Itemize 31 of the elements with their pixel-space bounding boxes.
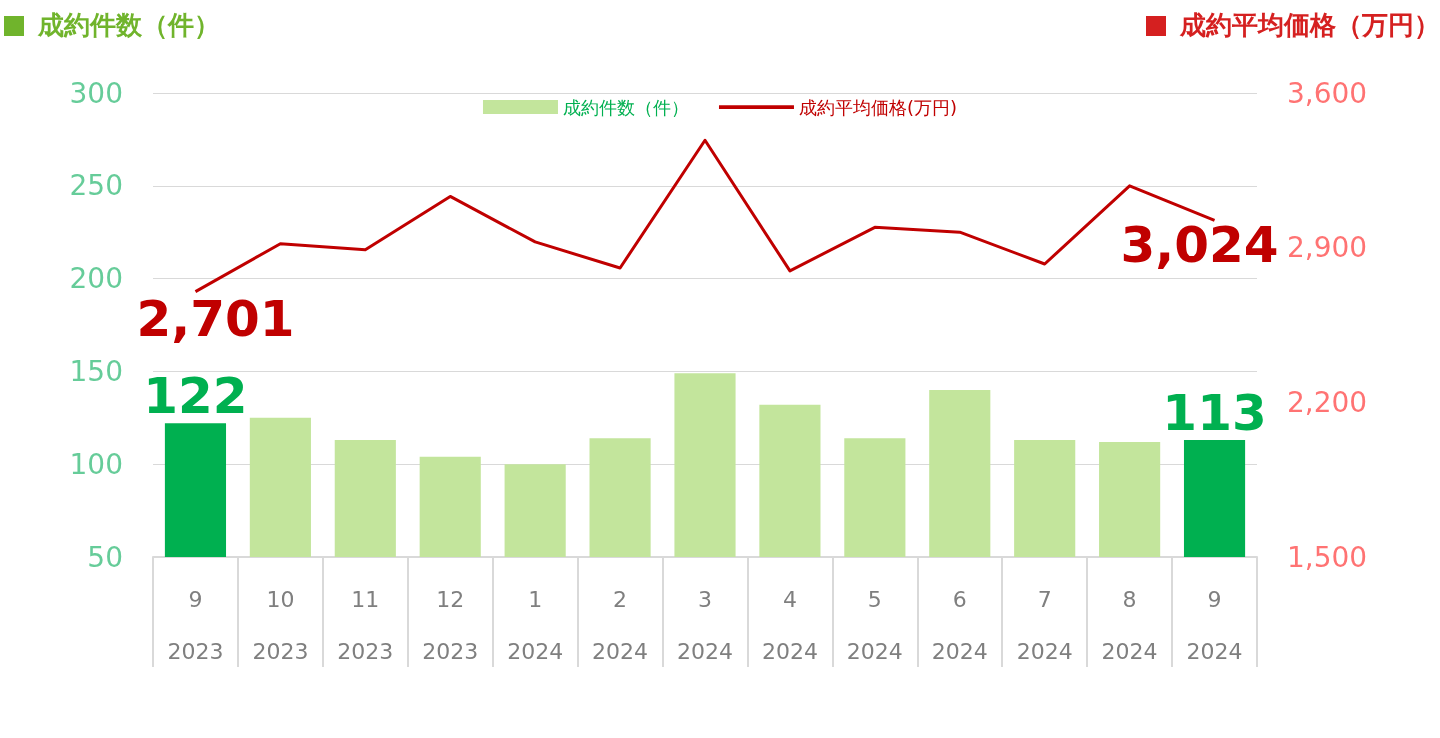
category-label: 2 2024 [592, 586, 649, 664]
data-label: 113 [1162, 384, 1267, 443]
category-label: 7 2024 [1016, 586, 1073, 664]
y2-tick-label: 1,500 [1287, 540, 1368, 574]
y2-tick-label: 2,900 [1287, 231, 1368, 265]
y-axis-title: 成約件数（件） [38, 9, 220, 42]
category-label: 11 2023 [337, 586, 394, 664]
legend-label: 成約件数（件） [562, 96, 689, 118]
legend-label: 成約平均価格(万円) [798, 96, 958, 118]
data-label: 3,024 [1120, 216, 1279, 275]
category-label: 8 2024 [1101, 586, 1158, 664]
category-label: 6 2024 [931, 586, 988, 664]
y2-tick-label: 3,600 [1287, 76, 1368, 110]
y-tick-label: 150 [69, 354, 123, 388]
category-label: 12 2023 [422, 586, 479, 664]
category-label: 9 2023 [167, 586, 224, 664]
category-label: 9 2024 [1186, 586, 1243, 664]
category-label: 1 2024 [507, 586, 564, 664]
y-tick-label: 200 [69, 262, 123, 296]
y2-axis-title: 成約平均価格（万円） [1180, 9, 1440, 42]
category-label: 10 2023 [252, 586, 309, 664]
y-tick-label: 100 [69, 447, 123, 481]
data-label: 2,701 [136, 289, 295, 348]
y2-tick-label: 2,200 [1287, 385, 1368, 419]
y-tick-label: 250 [69, 169, 123, 203]
y-tick-label: 300 [69, 76, 123, 110]
category-label: 3 2024 [677, 586, 733, 664]
y-tick-label: 50 [87, 540, 123, 574]
category-label: 4 2024 [761, 586, 818, 664]
data-label: 122 [143, 367, 248, 426]
category-label: 5 2024 [846, 586, 903, 664]
